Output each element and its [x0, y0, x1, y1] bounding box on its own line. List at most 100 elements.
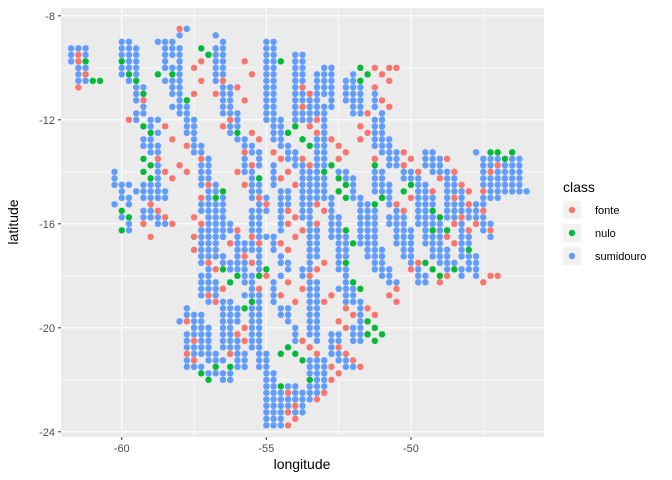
point-sumidouro — [349, 363, 357, 370]
point-fonte — [328, 292, 335, 299]
point-sumidouro — [451, 201, 458, 208]
point-sumidouro — [472, 272, 480, 279]
point-sumidouro — [147, 136, 154, 143]
point-nulo — [205, 51, 212, 58]
point-sumidouro — [465, 207, 472, 214]
point-sumidouro — [234, 136, 241, 143]
point-sumidouro — [219, 110, 227, 117]
point-sumidouro — [313, 188, 321, 195]
point-sumidouro — [400, 227, 407, 234]
point-sumidouro — [205, 266, 212, 273]
point-sumidouro — [422, 272, 429, 279]
point-sumidouro — [306, 116, 313, 124]
point-sumidouro — [378, 110, 386, 117]
point-sumidouro — [443, 181, 451, 188]
point-nulo — [342, 181, 350, 188]
point-sumidouro — [219, 58, 227, 65]
point-sumidouro — [465, 253, 472, 260]
point-sumidouro — [133, 97, 140, 104]
point-sumidouro — [313, 71, 321, 78]
point-nulo — [147, 162, 154, 169]
point-sumidouro — [205, 220, 212, 227]
point-fonte — [443, 233, 451, 240]
point-sumidouro — [270, 422, 277, 429]
point-sumidouro — [125, 181, 133, 188]
point-fonte — [226, 116, 234, 124]
point-sumidouro — [313, 253, 321, 260]
point-sumidouro — [429, 194, 436, 201]
point-nulo — [349, 240, 357, 247]
point-sumidouro — [429, 149, 436, 156]
point-sumidouro — [306, 285, 313, 292]
point-sumidouro — [494, 168, 501, 175]
point-fonte — [190, 214, 198, 221]
point-sumidouro — [342, 272, 350, 279]
point-sumidouro — [234, 363, 241, 370]
point-nulo — [335, 175, 342, 182]
point-sumidouro — [263, 58, 270, 65]
point-sumidouro — [335, 337, 342, 344]
point-sumidouro — [458, 240, 465, 247]
point-sumidouro — [516, 168, 523, 175]
point-sumidouro — [299, 181, 306, 188]
point-sumidouro — [226, 227, 234, 234]
point-nulo — [487, 149, 494, 156]
point-sumidouro — [277, 389, 285, 396]
point-sumidouro — [248, 285, 256, 292]
point-sumidouro — [451, 181, 458, 188]
point-fonte — [255, 240, 263, 247]
point-sumidouro — [364, 253, 371, 260]
point-sumidouro — [270, 123, 277, 130]
point-sumidouro — [212, 207, 219, 214]
point-sumidouro — [292, 110, 299, 117]
legend: class fonte nulo sumidouro — [563, 179, 646, 265]
point-fonte — [357, 363, 364, 370]
point-sumidouro — [364, 201, 371, 208]
point-sumidouro — [248, 305, 256, 312]
point-nulo — [125, 71, 133, 78]
point-sumidouro — [277, 422, 285, 429]
point-fonte — [190, 90, 198, 98]
legend-label-sumidouro: sumidouro — [595, 251, 646, 263]
point-sumidouro — [335, 357, 342, 364]
point-sumidouro — [205, 227, 212, 234]
point-sumidouro — [234, 318, 241, 325]
point-nulo — [342, 227, 350, 234]
point-sumidouro — [508, 155, 516, 162]
point-sumidouro — [320, 188, 328, 195]
point-sumidouro — [422, 188, 429, 195]
point-fonte — [299, 84, 306, 91]
point-sumidouro — [320, 84, 328, 91]
point-sumidouro — [226, 97, 234, 104]
point-sumidouro — [125, 201, 133, 208]
legend-key-sumidouro — [568, 252, 576, 260]
point-sumidouro — [400, 246, 407, 253]
point-sumidouro — [335, 168, 342, 175]
point-sumidouro — [154, 194, 162, 201]
point-sumidouro — [313, 97, 321, 104]
point-sumidouro — [198, 318, 205, 325]
point-sumidouro — [487, 220, 494, 227]
point-fonte — [198, 155, 205, 162]
point-sumidouro — [328, 84, 335, 91]
x-tick-label: -55 — [258, 443, 274, 455]
point-sumidouro — [176, 58, 183, 65]
legend-label-nulo: nulo — [595, 228, 616, 240]
point-fonte — [443, 272, 451, 279]
point-fonte — [284, 207, 292, 214]
point-fonte — [414, 168, 422, 175]
point-sumidouro — [118, 64, 125, 72]
point-sumidouro — [429, 246, 436, 253]
point-nulo — [371, 324, 379, 331]
point-sumidouro — [335, 227, 342, 234]
point-sumidouro — [205, 233, 212, 240]
point-sumidouro — [487, 188, 494, 195]
point-sumidouro — [443, 175, 451, 182]
point-fonte — [190, 246, 198, 253]
point-sumidouro — [255, 233, 263, 240]
point-sumidouro — [154, 162, 162, 169]
point-sumidouro — [277, 194, 285, 201]
point-fonte — [407, 194, 415, 201]
point-sumidouro — [436, 233, 444, 240]
point-sumidouro — [176, 110, 183, 117]
